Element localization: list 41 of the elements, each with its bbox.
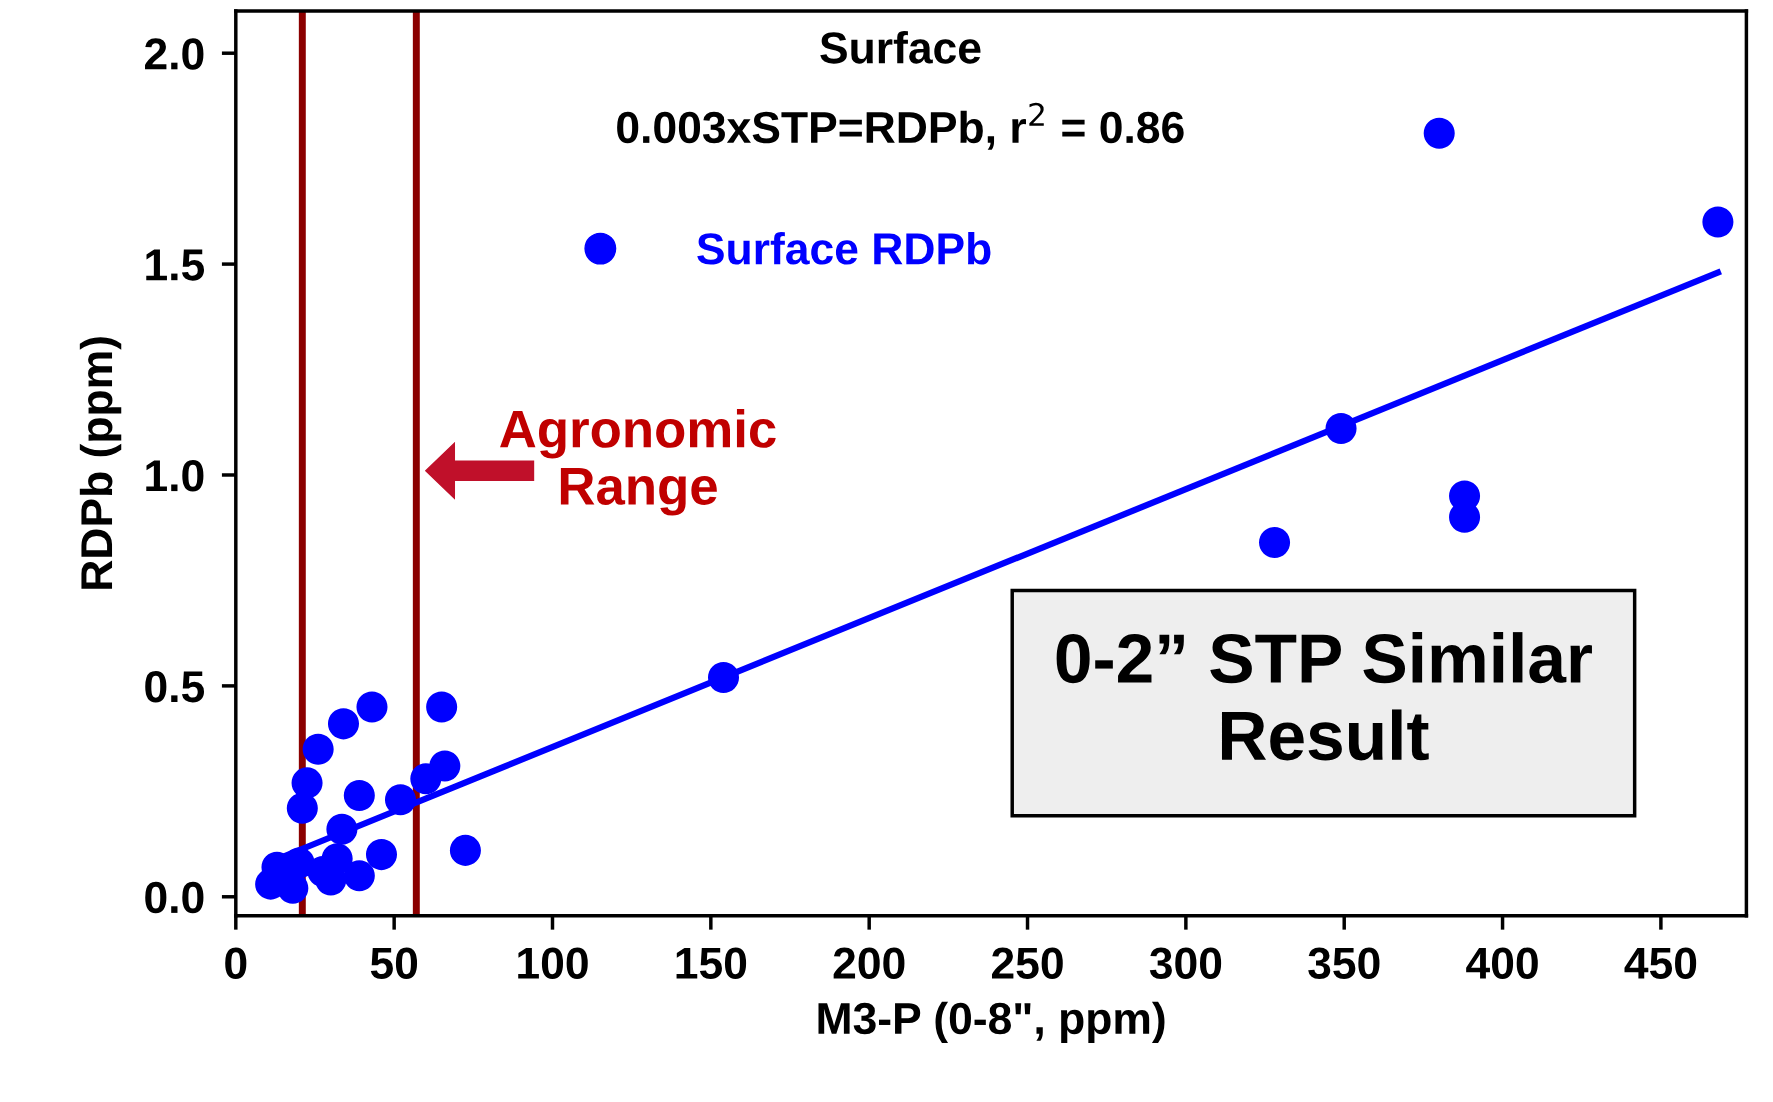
x-tick-label: 350 [1308,947,1380,980]
point [449,834,481,866]
point [1423,117,1455,149]
legend-label: Surface RDPb [697,231,991,265]
y-tick-label: 2.0 [145,38,204,70]
x-tick-label: 300 [1149,947,1222,980]
point [286,792,318,824]
y-tick-label: 1.0 [146,460,204,492]
annotation: 0-2” STP Similar Result [1056,632,1592,761]
point [343,860,375,892]
x-tick-label: 100 [518,947,588,979]
x-tick-label: 50 [370,947,418,979]
y-tick-label: 0.0 [145,881,204,914]
point [327,708,360,740]
y-tick-label: 0.5 [145,670,205,703]
point [707,661,740,693]
x-axis-title: M3-P (0-8", ppm) [818,1001,1165,1044]
point [365,839,398,871]
point [426,691,458,723]
point [410,763,442,795]
y-tick-label: 1.5 [146,249,205,281]
point [302,733,334,765]
point [1259,526,1291,558]
x-tick-label: 200 [833,947,905,979]
annotation: 0.003xSTP=RDPb, r$^{2}$ = 0.86 [617,102,1184,150]
point [384,784,417,816]
x-tick-label: 400 [1466,947,1538,979]
x-tick-label: 0 [225,947,247,979]
y-axis-title: RDPb (ppm) [79,337,122,589]
point [291,767,323,799]
point [277,872,309,904]
point [1325,413,1357,445]
x-tick-label: 150 [676,947,747,979]
x-tick-label: 450 [1624,947,1697,979]
x-tick-label: 250 [991,947,1063,979]
point [1702,206,1734,238]
point [326,813,358,845]
point [356,691,388,723]
annotation: Surface [820,31,981,64]
annotation: Agronomic Range [500,409,776,516]
point [343,780,375,812]
